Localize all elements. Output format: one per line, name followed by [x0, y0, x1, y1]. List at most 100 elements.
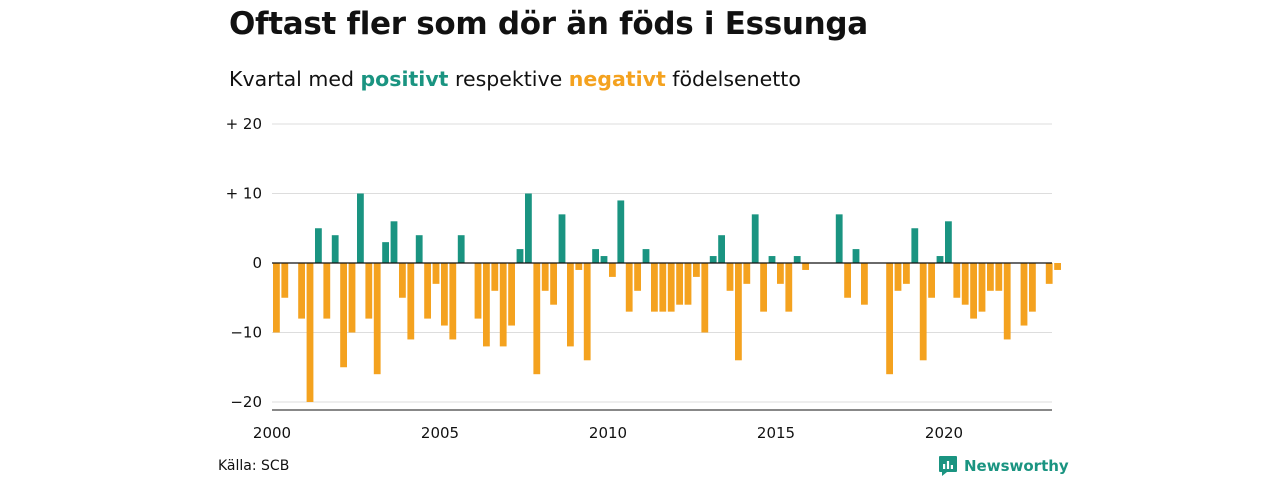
- subtitle-middle: respektive: [448, 67, 569, 91]
- bar-positive: [558, 214, 566, 263]
- bar-positive: [382, 242, 389, 263]
- bar-negative: [978, 263, 986, 312]
- bar-negative: [701, 263, 709, 333]
- bar-negative: [1003, 263, 1011, 340]
- bar-positive: [357, 193, 364, 263]
- x-tick-label: 2010: [589, 424, 627, 442]
- bar-negative: [625, 263, 633, 312]
- y-tick-label: −20: [230, 393, 262, 411]
- bar-positive: [945, 221, 952, 263]
- x-axis: 2000 2005 2010 2015 2020: [253, 262, 1052, 442]
- bar-negative: [483, 263, 490, 347]
- chart-title: Oftast fler som dör än föds i Essunga: [229, 6, 868, 42]
- bar-negative: [970, 263, 977, 319]
- bar-negative: [575, 263, 583, 270]
- bar-negative: [693, 263, 700, 277]
- x-tick-label: 2015: [757, 424, 795, 442]
- bar-negative: [987, 263, 994, 291]
- bar-negative: [583, 263, 591, 361]
- bar-positive: [592, 249, 599, 263]
- bars: [273, 193, 1061, 402]
- bar-negative: [533, 263, 541, 375]
- bar-positive: [709, 256, 717, 263]
- bar-positive: [751, 214, 759, 263]
- bar-negative: [449, 263, 457, 340]
- subtitle-prefix: Kvartal med: [229, 67, 361, 91]
- bar-negative: [340, 263, 347, 368]
- bar-negative: [609, 263, 616, 277]
- y-tick-label: + 20: [226, 115, 262, 133]
- bar-negative: [499, 263, 507, 347]
- bar-negative: [844, 263, 851, 298]
- bar-negative: [1045, 263, 1053, 284]
- y-tick-label: 0: [252, 254, 262, 272]
- bar-negative: [491, 263, 499, 291]
- bar-positive: [600, 256, 608, 263]
- bar-negative: [684, 263, 692, 305]
- bar-negative: [424, 263, 431, 319]
- bar-negative: [861, 263, 868, 305]
- bar-negative: [953, 263, 961, 298]
- chart-subtitle: Kvartal med positivt respektive negativt…: [229, 67, 801, 91]
- bar-positive: [415, 235, 423, 263]
- subtitle-suffix: födelsenetto: [665, 67, 801, 91]
- bar-positive: [852, 249, 860, 263]
- source-note: Källa: SCB: [218, 458, 290, 474]
- brand-name: Newsworthy: [964, 457, 1069, 475]
- bar-positive: [525, 193, 532, 263]
- bar-positive: [331, 235, 339, 263]
- bar-negative: [550, 263, 557, 305]
- bar-negative: [373, 263, 381, 375]
- bar-negative: [995, 263, 1003, 291]
- bar-negative: [323, 263, 331, 319]
- bar-negative: [399, 263, 406, 298]
- bar-positive: [516, 249, 524, 263]
- bar-negative: [894, 263, 902, 291]
- bar-negative: [541, 263, 549, 291]
- bar-negative: [281, 263, 289, 298]
- bar-negative: [441, 263, 448, 326]
- bar-negative: [298, 263, 305, 319]
- bar-negative: [659, 263, 667, 312]
- y-tick-label: + 10: [226, 185, 262, 203]
- bar-positive: [835, 214, 843, 263]
- bar-negative: [306, 263, 314, 402]
- bar-negative: [651, 263, 658, 312]
- subtitle-positive: positivt: [360, 67, 449, 91]
- bar-negative: [760, 263, 767, 312]
- bar-negative: [365, 263, 373, 319]
- bar-negative: [407, 263, 415, 340]
- x-tick-label: 2005: [421, 424, 459, 442]
- x-tick-label: 2020: [925, 424, 963, 442]
- bar-negative: [919, 263, 927, 361]
- subtitle-negative: negativt: [568, 67, 666, 91]
- bar-positive: [315, 228, 322, 263]
- bar-negative: [802, 263, 809, 270]
- bar-positive: [768, 256, 776, 263]
- bar-negative: [634, 263, 641, 291]
- y-axis-labels: + 20 + 10 0 −10 −20: [226, 115, 262, 411]
- bar-negative: [348, 263, 356, 333]
- bar-negative: [508, 263, 515, 326]
- bar-positive: [936, 256, 944, 263]
- bar-negative: [567, 263, 574, 347]
- bar-negative: [676, 263, 683, 305]
- bar-negative: [667, 263, 675, 312]
- bar-negative: [886, 263, 893, 375]
- bar-negative: [474, 263, 482, 319]
- bar-negative: [726, 263, 734, 291]
- bar-negative: [785, 263, 793, 312]
- newsworthy-logo: Newsworthy: [938, 455, 1069, 477]
- bar-negative: [743, 263, 751, 284]
- bar-positive: [617, 200, 625, 263]
- bar-positive: [911, 228, 919, 263]
- bar-negative: [961, 263, 969, 305]
- bar-negative: [1054, 263, 1061, 270]
- x-tick-label: 2000: [253, 424, 291, 442]
- bar-positive: [793, 256, 801, 263]
- newsworthy-icon: [939, 456, 957, 476]
- bar-negative: [432, 263, 440, 284]
- bar-negative: [928, 263, 935, 298]
- bar-negative: [1020, 263, 1028, 326]
